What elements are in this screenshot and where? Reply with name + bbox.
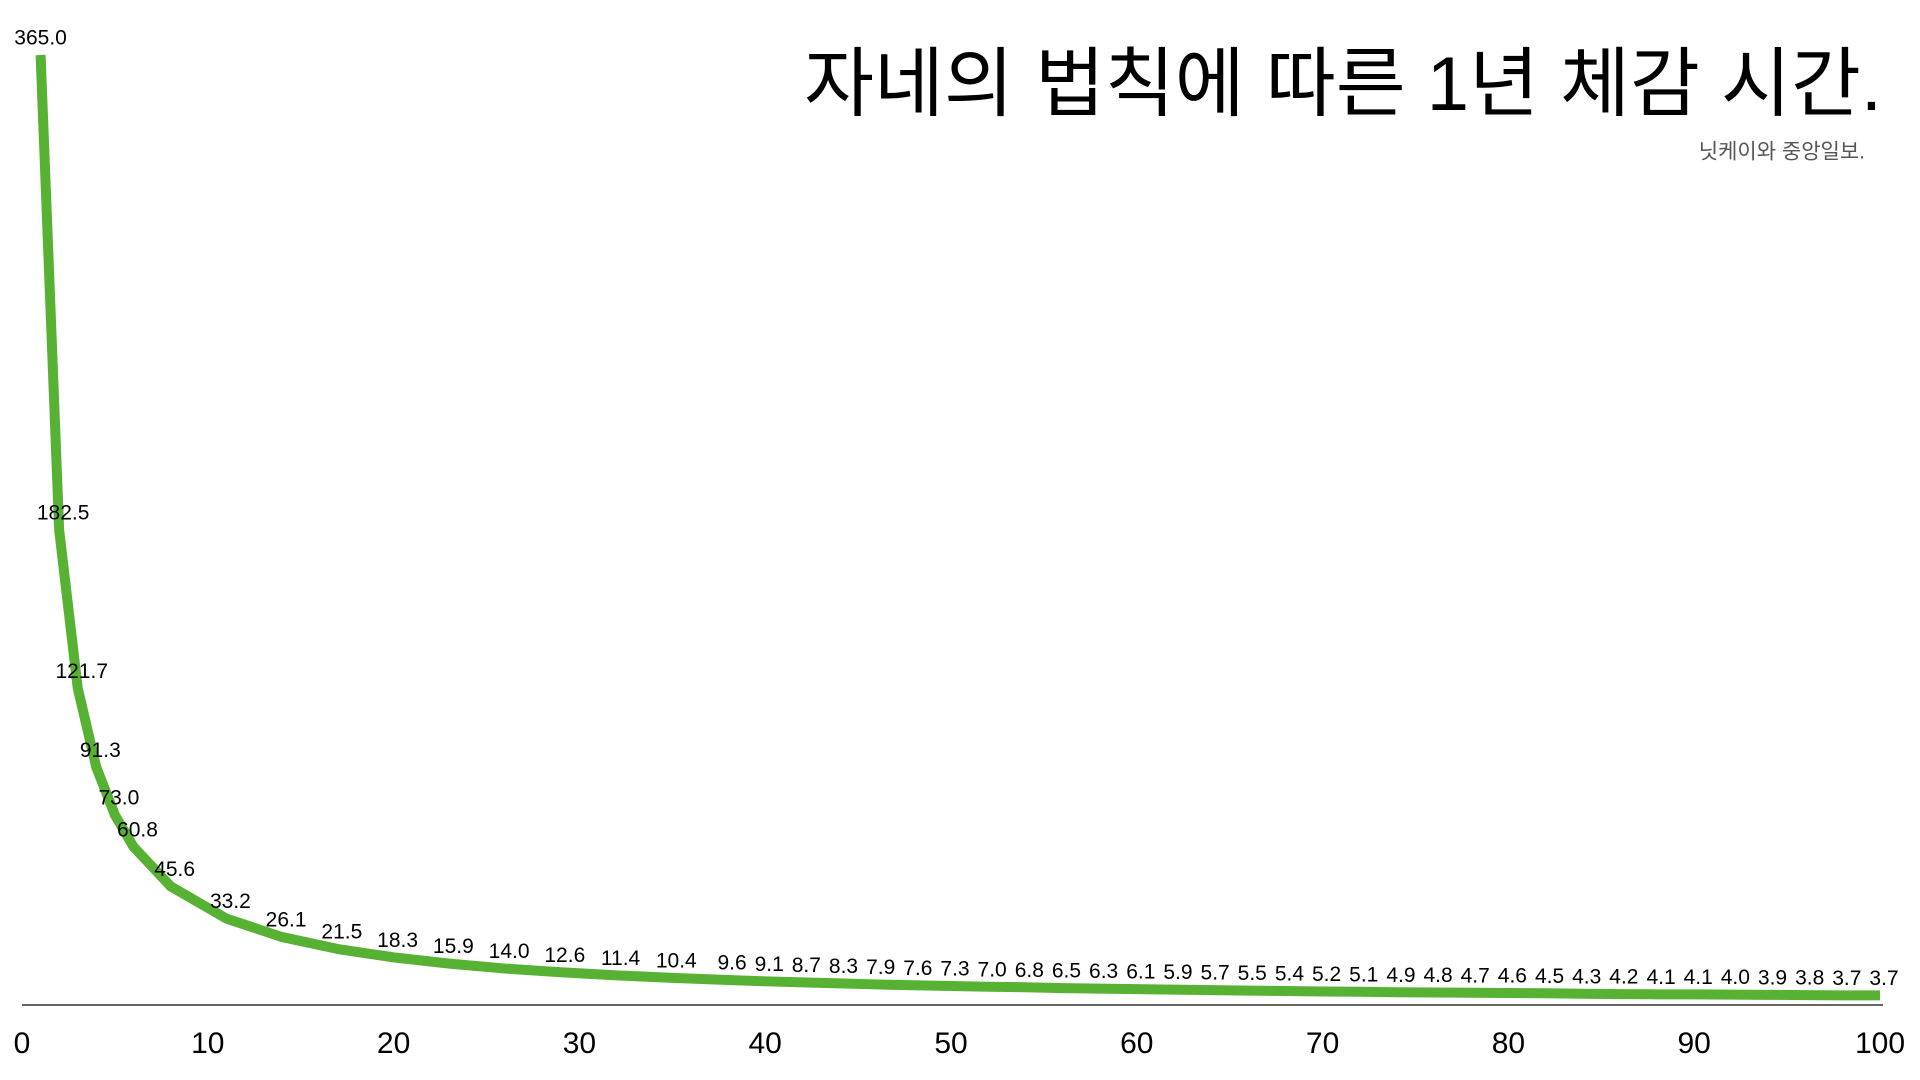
x-tick-label: 80: [1492, 1027, 1525, 1060]
data-label: 7.9: [866, 956, 895, 979]
data-label: 4.7: [1461, 964, 1490, 987]
data-label: 60.8: [117, 818, 158, 841]
data-label: 91.3: [80, 739, 121, 762]
data-label: 7.3: [940, 958, 969, 981]
x-tick-label: 90: [1678, 1027, 1711, 1060]
x-tick-label: 50: [934, 1027, 967, 1060]
chart-subtitle: 닛케이와 중앙일보.: [1699, 141, 1865, 164]
data-label: 7.0: [978, 958, 1007, 981]
x-tick-label: 60: [1120, 1027, 1153, 1060]
data-label: 18.3: [377, 929, 418, 952]
data-label: 4.1: [1684, 966, 1713, 989]
data-label: 5.4: [1275, 962, 1305, 985]
data-label: 33.2: [210, 890, 251, 913]
data-label: 5.9: [1163, 961, 1192, 984]
data-label: 8.3: [829, 955, 858, 978]
data-label: 4.5: [1535, 965, 1564, 988]
data-label: 15.9: [433, 935, 474, 958]
data-label: 6.3: [1089, 960, 1118, 983]
data-label: 11.4: [601, 947, 641, 970]
data-label: 21.5: [321, 921, 362, 944]
data-label: 6.5: [1052, 960, 1081, 983]
data-label: 73.0: [98, 787, 139, 810]
data-label: 5.5: [1238, 962, 1267, 985]
data-label: 4.8: [1423, 964, 1452, 987]
data-label: 10.4: [656, 949, 697, 972]
data-label: 9.1: [755, 953, 784, 976]
x-tick-label: 70: [1306, 1027, 1339, 1060]
x-tick-label: 20: [377, 1027, 410, 1060]
data-label: 4.9: [1386, 964, 1415, 987]
data-label: 14.0: [489, 940, 530, 963]
data-label: 3.8: [1795, 967, 1824, 990]
data-label: 4.3: [1572, 965, 1601, 988]
chart-title: 자네의 법칙에 따른 1년 체감 시간.: [804, 42, 1882, 127]
data-label: 5.1: [1349, 963, 1378, 986]
data-label: 3.7: [1832, 967, 1861, 990]
data-label: 4.2: [1609, 966, 1638, 989]
data-label: 365.0: [14, 27, 67, 50]
data-label: 6.8: [1015, 959, 1044, 982]
data-label: 26.1: [266, 909, 307, 932]
data-label: 12.6: [544, 944, 585, 967]
data-label: 6.1: [1126, 961, 1155, 984]
data-line: [35, 54, 1880, 1001]
data-label: 121.7: [55, 660, 108, 683]
data-label: 9.6: [717, 952, 746, 975]
data-label: 182.5: [37, 502, 90, 525]
data-label: 4.6: [1498, 965, 1527, 988]
data-label: 3.9: [1758, 966, 1787, 989]
data-label: 5.2: [1312, 963, 1341, 986]
x-tick-label: 0: [14, 1027, 31, 1060]
x-tick-label: 10: [191, 1027, 224, 1060]
data-label: 4.1: [1646, 966, 1675, 989]
data-label: 4.0: [1721, 966, 1750, 989]
x-tick-label: 30: [563, 1027, 596, 1060]
data-label: 8.7: [792, 954, 821, 977]
data-label: 7.6: [903, 957, 932, 980]
x-tick-label: 100: [1855, 1027, 1905, 1060]
data-label: 5.7: [1201, 962, 1230, 985]
x-tick-label: 40: [749, 1027, 782, 1060]
data-label: 3.7: [1869, 967, 1898, 990]
data-label: 45.6: [154, 858, 195, 881]
